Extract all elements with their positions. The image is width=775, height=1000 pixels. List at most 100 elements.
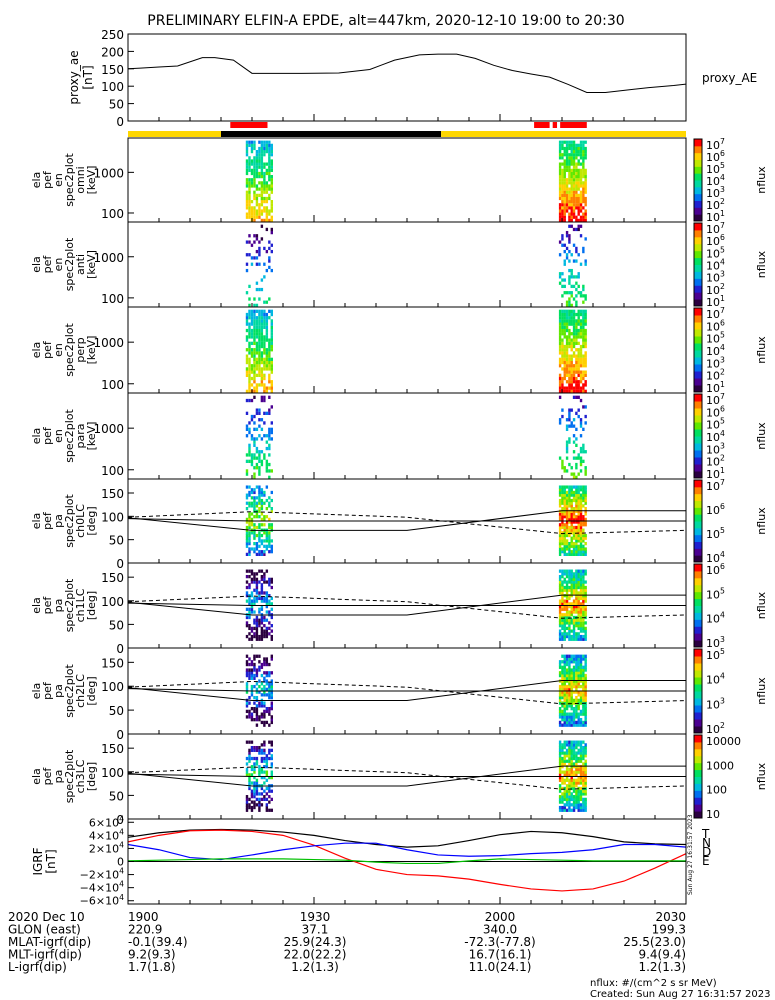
spectrogram-cell	[255, 695, 259, 700]
spectrogram-cell	[270, 181, 273, 185]
spectrogram-cell	[561, 676, 564, 680]
spectrogram-cell	[255, 200, 259, 204]
spectrogram-cell	[245, 687, 249, 691]
spectrogram-cell	[579, 542, 583, 546]
spectrogram-cell	[561, 687, 564, 691]
spectrogram-cell	[577, 328, 580, 333]
spectrogram-cell	[577, 585, 580, 590]
spectrogram-cell	[248, 383, 251, 387]
spectrogram-cell	[258, 332, 261, 336]
spectrogram-cell	[579, 803, 583, 807]
spectrogram-cell	[579, 262, 583, 266]
spectrogram-cell	[265, 332, 269, 336]
spectrogram-cell	[263, 751, 266, 755]
spectrogram-cell	[248, 781, 251, 785]
spectrogram-cell	[582, 338, 585, 342]
spectrogram-cell	[563, 704, 566, 708]
spectrogram-cell	[558, 512, 562, 516]
spectrogram-cell	[565, 341, 569, 345]
spectrogram-cell	[577, 706, 580, 711]
spectrogram-cell	[568, 370, 571, 374]
spectrogram-cell	[572, 572, 576, 576]
spectrogram-cell	[260, 287, 264, 292]
spectrogram-cell	[258, 580, 261, 584]
spectrogram-cell	[570, 552, 573, 556]
spectrogram-cell	[250, 792, 254, 796]
spectrogram-cell	[255, 348, 259, 352]
spectrogram-cell	[582, 376, 585, 381]
spectrogram-cell	[584, 668, 587, 672]
spectrogram-cell	[575, 181, 578, 185]
spectrogram-cell	[270, 704, 273, 708]
spectrogram-cell	[572, 475, 576, 479]
science-zone-marker	[552, 122, 558, 128]
spectrogram-cell	[260, 786, 264, 791]
spectrogram-cell	[577, 485, 580, 489]
spectrogram-cell	[255, 533, 259, 538]
spectrogram-cell	[563, 615, 566, 620]
spectrogram-cell	[568, 544, 571, 548]
spectrogram-cell	[561, 712, 564, 716]
spectrogram-cell	[572, 181, 576, 185]
colorbar-label: nflux	[755, 250, 768, 278]
spectrogram-cell	[579, 618, 583, 622]
spectrogram-cell	[568, 200, 571, 204]
spectrogram-cell	[253, 312, 256, 317]
spectrogram-cell	[258, 770, 261, 774]
spectrogram-cell	[265, 319, 269, 323]
spectrogram-cell	[575, 624, 578, 628]
spectrogram-cell	[575, 588, 578, 592]
spectrogram-cell	[255, 364, 259, 368]
spectrogram-cell	[579, 662, 583, 667]
colorbar-tick-label: 101	[706, 380, 725, 395]
spectrogram-cell	[265, 569, 269, 573]
spectrogram-cell	[570, 580, 573, 584]
spectrogram-cell	[568, 542, 571, 546]
spectrogram-cell	[570, 512, 573, 516]
spectrogram-cell	[582, 319, 585, 323]
spectrogram-cell	[558, 629, 562, 633]
spectrogram-cell	[255, 437, 259, 441]
spectrogram-cell	[579, 789, 583, 793]
spectrogram-cell	[248, 773, 251, 777]
spectrogram-cell	[245, 762, 249, 766]
spectrogram-cell	[568, 181, 571, 185]
spectrogram-cell	[575, 475, 578, 479]
spectrogram-cell	[265, 338, 269, 342]
spectrogram-cell	[248, 206, 251, 210]
spectrogram-cell	[253, 501, 256, 505]
spectrogram-cell	[268, 153, 271, 157]
spectrogram-cell	[558, 332, 562, 336]
spectrogram-cell	[570, 544, 573, 548]
spectrogram-cell	[253, 767, 256, 772]
y-axis-label: ela	[30, 513, 43, 530]
spectrogram-cell	[255, 193, 259, 197]
colorbar-swatch	[694, 385, 702, 393]
spectrogram-cell	[570, 528, 573, 532]
spectrogram-cell	[579, 143, 583, 147]
spectrogram-cell	[253, 395, 256, 399]
spectrogram-cell	[258, 715, 261, 719]
spectrogram-cell	[575, 577, 578, 581]
spectrogram-cell	[268, 178, 271, 182]
spectrogram-cell	[577, 498, 580, 503]
spectrogram-cell	[579, 693, 583, 697]
spectrogram-cell	[565, 539, 569, 543]
spectrogram-cell	[260, 751, 264, 755]
spectrogram-cell	[572, 309, 576, 313]
spectrogram-cell	[255, 351, 259, 355]
spectrogram-cell	[245, 615, 249, 620]
spectrogram-cell	[263, 789, 266, 793]
spectrogram-cell	[260, 577, 264, 581]
spectrogram-cell	[579, 196, 583, 201]
spectrogram-cell	[575, 520, 578, 524]
spectrogram-cell	[245, 253, 249, 257]
colorbar-swatch	[694, 570, 702, 579]
spectrogram-cell	[558, 319, 562, 323]
spectrogram-cell	[268, 709, 271, 714]
spectrogram-cell	[268, 536, 271, 540]
spectrogram-cell	[558, 759, 562, 763]
spectrogram-cell	[258, 618, 261, 622]
spectrogram-cell	[572, 615, 576, 620]
